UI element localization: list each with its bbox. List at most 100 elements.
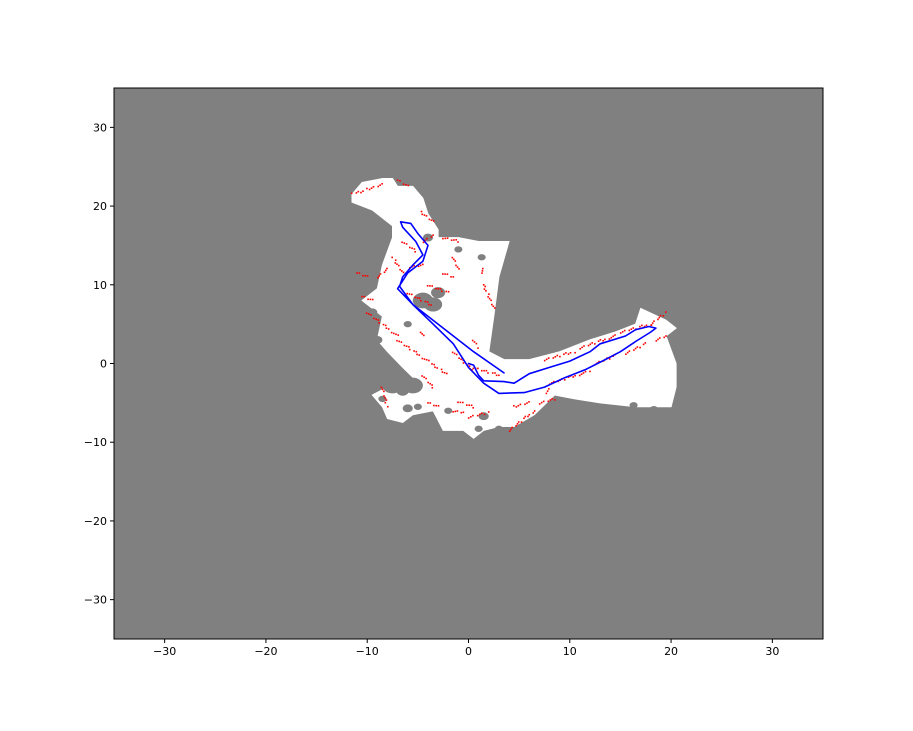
unknown-hole	[402, 404, 413, 413]
obstacle-point	[472, 414, 474, 417]
obstacle-point	[455, 239, 457, 241]
obstacle-point	[494, 307, 496, 309]
obstacle-point	[433, 404, 435, 407]
obstacle-point	[657, 318, 659, 321]
obstacle-point	[563, 353, 565, 355]
unknown-hole	[378, 395, 387, 403]
obstacle-point	[411, 293, 413, 296]
obstacle-point	[460, 358, 462, 361]
obstacle-point	[491, 372, 494, 374]
obstacle-point	[403, 242, 406, 244]
obstacle-point	[358, 272, 361, 274]
obstacle-point	[414, 296, 416, 299]
obstacle-point	[432, 220, 435, 222]
obstacle-point	[662, 315, 665, 317]
obstacle-point	[416, 297, 419, 299]
obstacle-point	[479, 413, 481, 416]
obstacle-point	[357, 190, 360, 193]
free-space-region	[351, 178, 677, 439]
obstacle-point	[579, 348, 581, 350]
unknown-hole	[367, 308, 378, 317]
obstacle-point	[528, 413, 531, 416]
obstacle-point	[429, 402, 432, 404]
obstacle-point	[387, 328, 390, 330]
x-axis-ticks: −30 −20 −10 0 10 20 30	[153, 639, 779, 658]
obstacle-point	[381, 388, 384, 391]
obstacle-point	[517, 421, 520, 423]
obstacle-point	[413, 265, 415, 267]
obstacle-point	[399, 180, 401, 182]
x-tick-label: −30	[153, 645, 176, 658]
obstacle-point	[455, 353, 458, 356]
obstacle-point	[452, 276, 455, 278]
obstacle-point	[385, 269, 387, 272]
obstacle-point	[398, 340, 400, 343]
obstacle-point	[364, 275, 367, 277]
obstacle-point	[526, 402, 528, 404]
obstacle-point	[433, 363, 435, 366]
unknown-hole	[649, 406, 658, 413]
obstacle-point	[441, 371, 444, 373]
obstacle-point	[482, 267, 484, 270]
obstacle-point	[405, 184, 407, 186]
obstacle-point	[481, 412, 483, 414]
obstacle-point	[554, 356, 557, 358]
obstacle-point	[665, 335, 667, 337]
obstacle-point	[574, 374, 576, 377]
obstacle-point	[510, 428, 512, 431]
obstacle-point	[462, 401, 464, 404]
obstacle-point	[452, 411, 454, 413]
obstacle-point	[370, 314, 372, 316]
obstacle-point	[445, 290, 448, 293]
x-tick-label: 10	[563, 645, 577, 658]
x-tick-label: 20	[664, 645, 678, 658]
obstacle-point	[630, 328, 633, 330]
obstacle-point	[639, 346, 641, 349]
obstacle-point	[572, 376, 574, 378]
y-tick-label: 20	[93, 200, 107, 213]
obstacle-point	[519, 403, 522, 406]
obstacle-point	[515, 406, 518, 408]
obstacle-point	[393, 332, 395, 335]
obstacle-point	[454, 260, 457, 262]
obstacle-point	[459, 401, 462, 404]
obstacle-point	[650, 324, 653, 326]
obstacle-point	[371, 298, 374, 301]
obstacle-point	[405, 345, 408, 347]
obstacle-point	[399, 268, 401, 271]
obstacle-point	[565, 352, 567, 354]
obstacle-point	[580, 373, 583, 375]
obstacle-point	[597, 340, 600, 342]
unknown-hole	[629, 402, 638, 409]
obstacle-point	[373, 317, 375, 320]
x-tick-label: −20	[254, 645, 277, 658]
obstacle-point	[476, 414, 479, 417]
obstacle-point	[614, 334, 616, 336]
obstacle-point	[436, 367, 438, 369]
obstacle-point	[427, 402, 429, 404]
obstacle-point	[365, 312, 368, 314]
obstacle-point	[430, 304, 432, 306]
obstacle-point	[490, 299, 492, 302]
obstacle-point	[429, 285, 431, 287]
obstacle-point	[366, 275, 369, 277]
obstacle-point	[425, 377, 427, 380]
obstacle-point	[457, 401, 459, 404]
obstacle-point	[634, 347, 637, 350]
obstacle-point	[415, 350, 418, 353]
obstacle-point	[482, 284, 485, 286]
trajectory-line	[396, 221, 657, 395]
obstacle-point	[532, 412, 535, 414]
obstacle-point	[632, 327, 635, 329]
y-tick-label: 30	[93, 121, 107, 134]
x-tick-label: −10	[356, 645, 379, 658]
obstacle-point	[457, 241, 459, 243]
obstacle-point	[543, 359, 546, 362]
obstacle-point	[381, 183, 383, 185]
obstacle-point	[517, 404, 520, 407]
obstacle-point	[446, 372, 448, 375]
obstacle-point	[608, 338, 611, 340]
obstacle-point	[659, 337, 661, 339]
obstacle-point	[444, 273, 446, 275]
obstacle-point	[383, 395, 385, 397]
